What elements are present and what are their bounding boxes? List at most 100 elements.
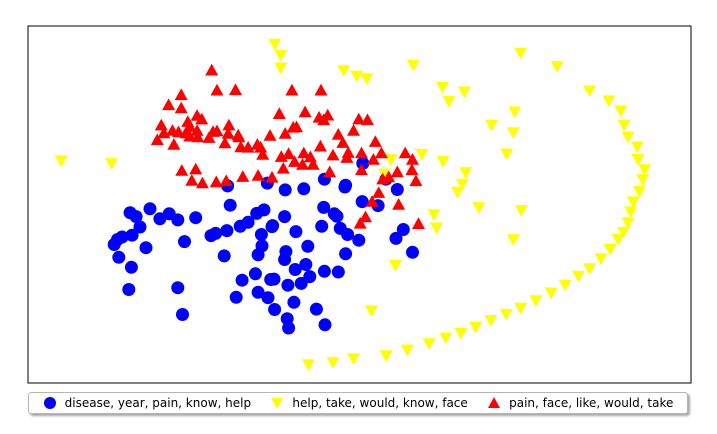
point-series-3-4 xyxy=(174,88,188,101)
point-series-3-67 xyxy=(236,170,250,182)
point-series-2-40 xyxy=(422,338,436,350)
legend-label-2: help, take, would, know, face xyxy=(292,396,468,410)
point-series-2-35 xyxy=(499,308,513,321)
legend: disease, year, pain, know, help help, ta… xyxy=(28,392,688,414)
point-series-3-23 xyxy=(190,109,204,121)
point-series-2-57 xyxy=(429,222,443,235)
point-series-1-30 xyxy=(112,250,126,264)
point-series-1-24 xyxy=(133,220,147,234)
point-series-2-4 xyxy=(337,65,351,77)
point-series-3-65 xyxy=(265,170,279,183)
point-series-3-38 xyxy=(202,131,216,143)
data-points xyxy=(54,38,652,371)
point-series-3-43 xyxy=(250,138,264,150)
legend-marker-triangle-up xyxy=(488,397,501,408)
point-series-3-41 xyxy=(231,128,245,141)
point-series-2-27 xyxy=(603,243,617,256)
point-series-3-46 xyxy=(282,147,296,159)
point-series-1-63 xyxy=(264,273,278,286)
point-series-1-51 xyxy=(333,221,347,235)
legend-label-1: disease, year, pain, know, help xyxy=(64,396,252,410)
point-series-2-53 xyxy=(384,154,398,166)
point-series-2-58 xyxy=(451,186,465,199)
point-series-1-56 xyxy=(255,239,269,253)
point-series-1-72 xyxy=(261,291,275,305)
point-series-3-83 xyxy=(409,174,423,187)
point-series-3-6 xyxy=(314,83,328,96)
point-series-2-59 xyxy=(472,202,486,214)
point-series-2-24 xyxy=(621,217,635,229)
point-series-1-58 xyxy=(220,224,234,238)
point-series-1-46 xyxy=(352,233,366,247)
point-series-2-13 xyxy=(602,95,616,108)
point-series-2-20 xyxy=(636,174,650,186)
point-series-2-8 xyxy=(435,81,449,94)
point-series-3-50 xyxy=(331,128,345,140)
point-series-1-57 xyxy=(241,215,255,229)
point-series-2-30 xyxy=(571,270,585,283)
point-series-3-79 xyxy=(406,153,419,165)
point-series-2-18 xyxy=(631,154,645,166)
point-series-3-63 xyxy=(288,155,301,167)
point-series-1-42 xyxy=(281,278,295,292)
point-series-3-14 xyxy=(278,127,292,139)
point-series-2-37 xyxy=(469,321,482,334)
point-series-3-5 xyxy=(285,83,299,96)
point-series-1-62 xyxy=(248,267,262,281)
point-series-3-35 xyxy=(174,101,188,114)
point-series-3-19 xyxy=(222,118,236,131)
point-series-1-48 xyxy=(317,200,331,214)
point-series-3-58 xyxy=(355,146,368,159)
point-series-2-26 xyxy=(611,233,625,246)
point-series-2-17 xyxy=(630,141,644,154)
point-series-1-17 xyxy=(189,211,203,225)
point-series-3-75 xyxy=(340,151,354,163)
point-series-3-33 xyxy=(154,118,168,131)
point-series-1-36 xyxy=(229,290,243,304)
point-series-1-45 xyxy=(339,247,353,261)
point-series-1-76 xyxy=(406,245,419,259)
point-series-2-16 xyxy=(621,131,635,144)
point-series-2-22 xyxy=(626,196,640,209)
legend-entry-2: help, take, would, know, face xyxy=(270,396,468,410)
point-series-3-3 xyxy=(229,83,242,96)
point-series-3-69 xyxy=(209,175,223,188)
point-series-2-63 xyxy=(378,168,392,181)
point-series-2-34 xyxy=(514,302,528,315)
point-series-3-15 xyxy=(263,129,277,141)
point-series-1-29 xyxy=(107,238,121,251)
point-series-2-62 xyxy=(388,260,402,272)
point-series-2-51 xyxy=(415,149,429,161)
point-series-2-12 xyxy=(583,85,597,98)
point-series-2-48 xyxy=(484,119,498,132)
point-series-2-11 xyxy=(550,61,564,73)
point-series-3-86 xyxy=(359,210,372,223)
point-series-1-33 xyxy=(122,283,136,296)
point-series-3-29 xyxy=(166,124,179,136)
point-series-3-47 xyxy=(297,146,311,159)
point-series-3-40 xyxy=(221,127,235,139)
point-series-2-19 xyxy=(638,164,652,176)
point-series-3-13 xyxy=(286,120,300,133)
point-series-1-43 xyxy=(317,264,331,278)
point-series-1-9 xyxy=(223,198,237,212)
point-series-2-15 xyxy=(617,119,631,132)
point-series-2-42 xyxy=(379,350,393,362)
point-series-1-3 xyxy=(297,182,311,196)
point-series-2-39 xyxy=(439,332,453,345)
point-series-3-66 xyxy=(251,169,265,181)
point-series-3-12 xyxy=(317,113,331,126)
point-series-3-60 xyxy=(326,148,340,161)
point-series-3-89 xyxy=(412,217,425,229)
point-series-1-14 xyxy=(299,258,313,271)
point-series-3-73 xyxy=(175,164,189,176)
point-series-1-53 xyxy=(289,225,303,239)
point-series-1-61 xyxy=(235,273,249,287)
point-series-1-22 xyxy=(143,202,157,216)
point-series-3-68 xyxy=(219,174,233,187)
point-series-3-31 xyxy=(167,138,181,150)
point-series-3-49 xyxy=(313,139,327,152)
legend-marker-triangle-down xyxy=(271,398,284,409)
point-series-2-66 xyxy=(364,305,378,317)
point-series-2-64 xyxy=(54,155,68,168)
